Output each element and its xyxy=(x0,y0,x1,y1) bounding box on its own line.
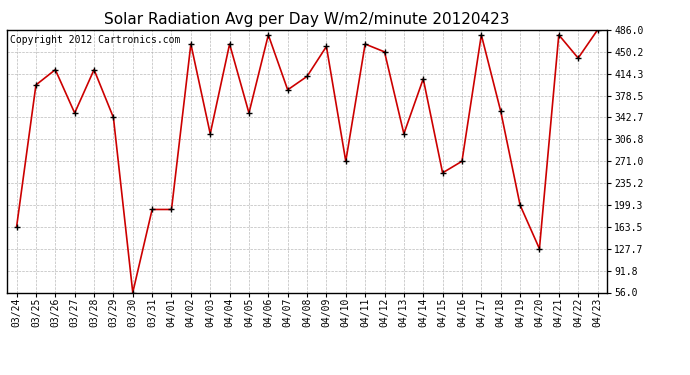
Title: Solar Radiation Avg per Day W/m2/minute 20120423: Solar Radiation Avg per Day W/m2/minute … xyxy=(104,12,510,27)
Text: Copyright 2012 Cartronics.com: Copyright 2012 Cartronics.com xyxy=(10,35,180,45)
